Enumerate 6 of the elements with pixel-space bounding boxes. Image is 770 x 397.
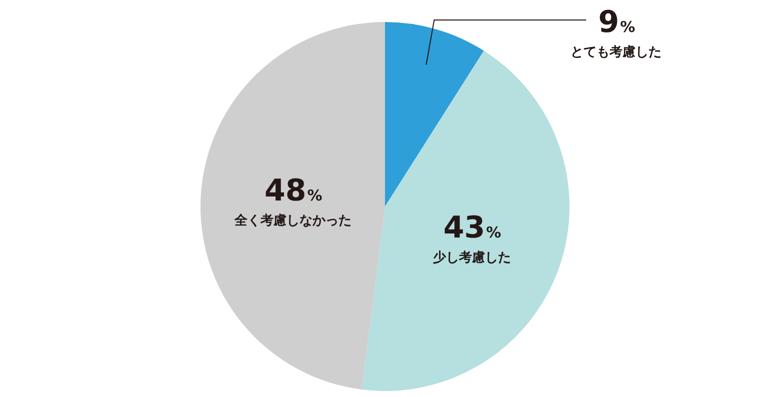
data-label: 48%: [264, 174, 322, 209]
slice-label: とても考慮した: [570, 45, 662, 60]
slice-label: 全く考慮しなかった: [233, 214, 352, 229]
data-label: 43%: [443, 210, 502, 246]
data-label: 9%: [598, 5, 636, 40]
slice-label: 少し考慮した: [432, 250, 511, 266]
